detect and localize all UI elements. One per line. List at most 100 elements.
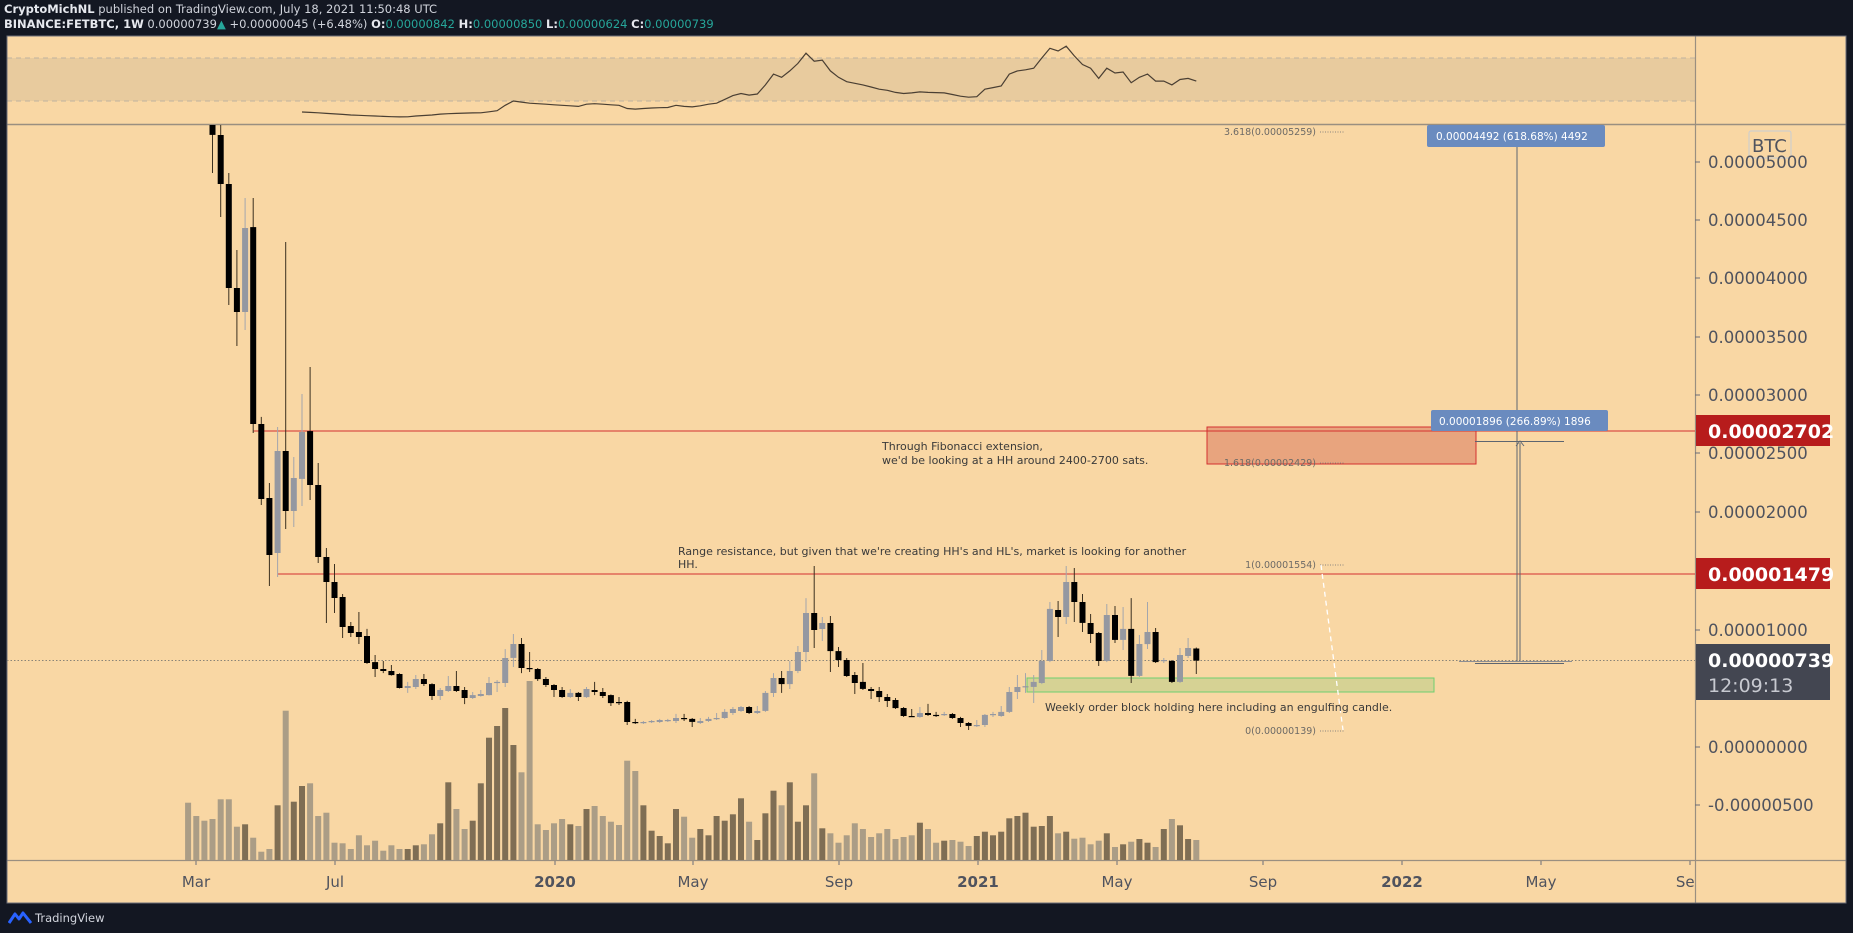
candle[interactable]: [1144, 602, 1151, 649]
fib-trend-line[interactable]: [1320, 564, 1344, 731]
candle[interactable]: [1152, 628, 1159, 663]
candle[interactable]: [404, 681, 411, 693]
candle[interactable]: [1071, 568, 1078, 622]
candle[interactable]: [1030, 675, 1037, 703]
candle[interactable]: [729, 707, 736, 715]
candle[interactable]: [583, 687, 590, 698]
candle[interactable]: [364, 628, 370, 664]
candle[interactable]: [762, 691, 769, 712]
candle[interactable]: [1103, 604, 1110, 663]
range-measure-label-box[interactable]: [1431, 410, 1608, 431]
candle[interactable]: [502, 649, 509, 687]
candle[interactable]: [242, 198, 249, 330]
candle[interactable]: [453, 671, 460, 692]
candle[interactable]: [1063, 566, 1070, 624]
candle[interactable]: [494, 680, 501, 692]
candle[interactable]: [209, 106, 216, 173]
candle[interactable]: [1160, 658, 1167, 663]
time-axis[interactable]: Mar Jul 2020 May Sep 2021 May Sep 2022 May Sep: [182, 861, 1704, 891]
candle[interactable]: [868, 687, 875, 699]
indicator-line[interactable]: [301, 45, 1197, 118]
candle[interactable]: [388, 665, 395, 676]
candle[interactable]: [819, 617, 826, 641]
candle[interactable]: [746, 706, 753, 714]
order-block-zone[interactable]: [1026, 677, 1435, 693]
candle[interactable]: [299, 394, 305, 506]
candle[interactable]: [738, 706, 744, 712]
candle[interactable]: [510, 634, 517, 667]
candle[interactable]: [721, 709, 728, 719]
candle[interactable]: [233, 250, 240, 346]
candle[interactable]: [1112, 606, 1118, 643]
candle[interactable]: [591, 681, 598, 696]
candle[interactable]: [1046, 602, 1053, 663]
candle[interactable]: [551, 684, 557, 697]
candle[interactable]: [811, 566, 818, 648]
candle[interactable]: [998, 706, 1005, 717]
candle[interactable]: [534, 668, 541, 681]
candle[interactable]: [916, 707, 923, 718]
candle[interactable]: [599, 688, 606, 698]
candle[interactable]: [567, 689, 574, 698]
footer-brand[interactable]: TradingView: [8, 910, 104, 926]
candle[interactable]: [803, 598, 809, 663]
candle[interactable]: [469, 692, 476, 699]
candle[interactable]: [420, 674, 427, 686]
candle[interactable]: [290, 457, 297, 527]
candle[interactable]: [981, 714, 988, 727]
candle[interactable]: [876, 687, 883, 702]
candle[interactable]: [1168, 660, 1175, 683]
candle[interactable]: [1006, 687, 1013, 713]
candle[interactable]: [486, 677, 492, 696]
candle[interactable]: [372, 655, 379, 677]
candle[interactable]: [933, 711, 940, 717]
candle[interactable]: [1177, 648, 1183, 683]
candle[interactable]: [225, 173, 232, 305]
candle[interactable]: [258, 416, 265, 505]
candle[interactable]: [973, 720, 980, 727]
candle[interactable]: [648, 720, 655, 723]
candle[interactable]: [282, 242, 289, 529]
candle[interactable]: [786, 661, 793, 689]
candle[interactable]: [640, 721, 647, 724]
candle[interactable]: [664, 718, 671, 722]
candle[interactable]: [1193, 647, 1200, 675]
candle[interactable]: [1087, 614, 1094, 643]
candle[interactable]: [1136, 635, 1143, 677]
candle[interactable]: [607, 694, 614, 706]
candle[interactable]: [697, 718, 704, 724]
candle[interactable]: [575, 692, 582, 701]
candle[interactable]: [754, 706, 761, 714]
candle[interactable]: [770, 673, 777, 697]
candle[interactable]: [689, 718, 696, 727]
candle[interactable]: [315, 463, 322, 563]
candle[interactable]: [412, 675, 419, 689]
candle[interactable]: [843, 658, 850, 677]
candle[interactable]: [307, 367, 314, 500]
candle[interactable]: [526, 652, 533, 672]
price-axis[interactable]: BTC 0.00005000 0.00004500 0.00004000 0.0000…: [1695, 130, 1834, 815]
candle[interactable]: [266, 483, 273, 586]
symbol-name[interactable]: BINANCE:FETBTC, 1W: [4, 17, 144, 31]
candle[interactable]: [941, 711, 948, 716]
candle[interactable]: [323, 548, 330, 623]
candle[interactable]: [965, 722, 972, 730]
candle[interactable]: [851, 672, 858, 694]
candle[interactable]: [925, 703, 931, 716]
publisher-name[interactable]: CryptoMichNL: [4, 2, 95, 16]
candle[interactable]: [380, 661, 387, 674]
candle[interactable]: [990, 711, 996, 717]
candle[interactable]: [542, 677, 549, 687]
candle[interactable]: [884, 694, 891, 707]
candle[interactable]: [1038, 650, 1045, 685]
candle[interactable]: [437, 688, 444, 700]
candle[interactable]: [217, 125, 224, 217]
candle[interactable]: [681, 713, 688, 721]
candle[interactable]: [616, 697, 622, 705]
candle[interactable]: [396, 673, 403, 689]
candle[interactable]: [908, 709, 915, 718]
candle[interactable]: [713, 713, 720, 720]
candle[interactable]: [1022, 673, 1029, 693]
candle[interactable]: [835, 647, 842, 667]
